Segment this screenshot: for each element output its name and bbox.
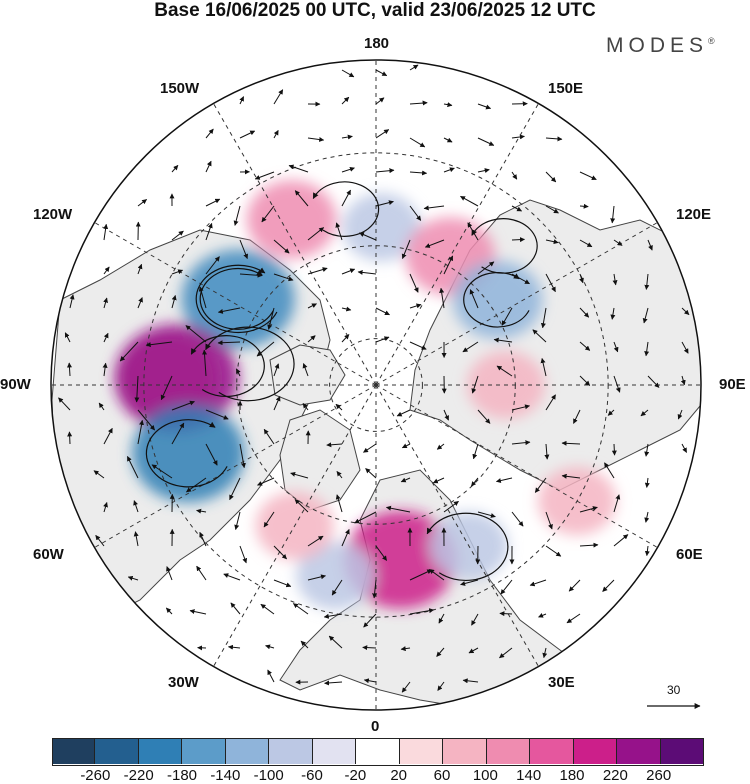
colorbar-box bbox=[574, 738, 617, 764]
lon-label-60e: 60E bbox=[676, 546, 703, 563]
lon-label-180: 180 bbox=[364, 35, 389, 52]
lon-label-30e: 30E bbox=[548, 674, 575, 691]
colorbar-box bbox=[226, 738, 269, 764]
colorbar-tick-label: -100 bbox=[254, 767, 284, 784]
colorbar-box bbox=[52, 738, 95, 764]
polar-map bbox=[0, 0, 750, 735]
colorbar-tick-label: 220 bbox=[603, 767, 628, 784]
wind-reference-label: 30 bbox=[667, 683, 680, 697]
colorbar-box bbox=[95, 738, 138, 764]
lon-label-150w: 150W bbox=[160, 80, 199, 97]
colorbar-box bbox=[530, 738, 573, 764]
colorbar-box bbox=[487, 738, 530, 764]
colorbar-box bbox=[617, 738, 660, 764]
wind-arrow bbox=[580, 206, 588, 207]
colorbar-box bbox=[400, 738, 443, 764]
colorbar-tick-label: 180 bbox=[559, 767, 584, 784]
colorbar bbox=[52, 738, 704, 764]
anomaly-blob bbox=[247, 181, 337, 259]
wind-arrow bbox=[363, 647, 376, 648]
wind-arrow bbox=[512, 239, 524, 240]
colorbar-tick-label: -140 bbox=[210, 767, 240, 784]
wind-arrow bbox=[614, 444, 615, 455]
colorbar-tick-label: 20 bbox=[390, 767, 407, 784]
colorbar-box bbox=[661, 738, 704, 764]
colorbar-box bbox=[443, 738, 486, 764]
lon-label-60w: 60W bbox=[33, 546, 64, 563]
colorbar-tick-label: -60 bbox=[301, 767, 323, 784]
lon-label-30w: 30W bbox=[168, 674, 199, 691]
wind-arrow bbox=[500, 613, 512, 614]
lon-label-120e: 120E bbox=[676, 206, 711, 223]
colorbar-tick-label: 100 bbox=[473, 767, 498, 784]
colorbar-tick-label: 140 bbox=[516, 767, 541, 784]
colorbar-box bbox=[269, 738, 312, 764]
colorbar-tick-label: -220 bbox=[124, 767, 154, 784]
lon-label-90w: 90W bbox=[0, 376, 31, 393]
colorbar-tick-label: 60 bbox=[434, 767, 451, 784]
wind-arrow bbox=[69, 432, 70, 444]
colorbar-tick-label: -20 bbox=[344, 767, 366, 784]
colorbar-tick-label: -260 bbox=[80, 767, 110, 784]
colorbar-box bbox=[356, 738, 399, 764]
colorbar-tick-label: 260 bbox=[646, 767, 671, 784]
lon-label-90e: 90E bbox=[719, 376, 746, 393]
colorbar-box bbox=[313, 738, 356, 764]
lon-label-150e: 150E bbox=[548, 80, 583, 97]
lon-label-120w: 120W bbox=[33, 206, 72, 223]
colorbar-box bbox=[182, 738, 225, 764]
colorbar-box bbox=[139, 738, 182, 764]
colorbar-tick-label: -180 bbox=[167, 767, 197, 784]
lon-label-0: 0 bbox=[371, 718, 379, 735]
